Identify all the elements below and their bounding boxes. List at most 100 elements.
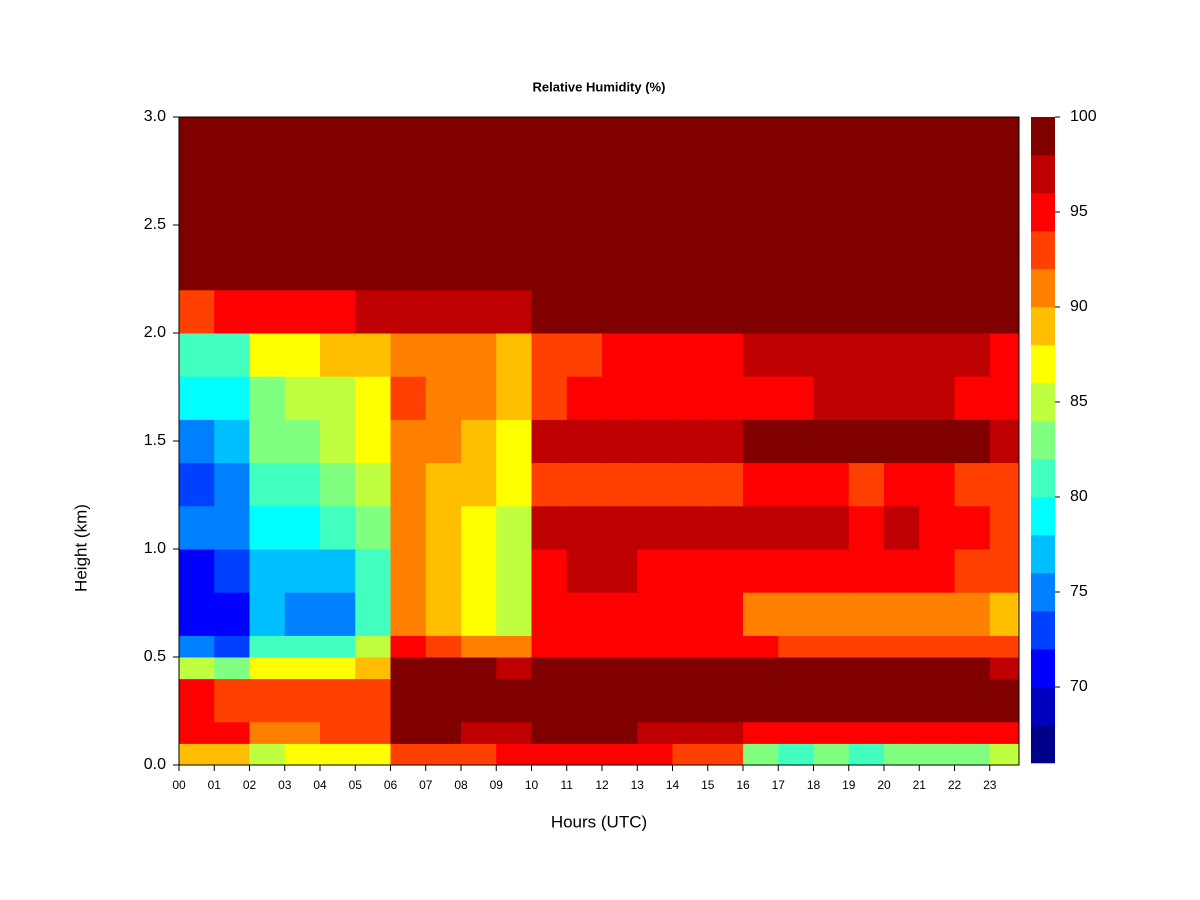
heat-cell (214, 289, 250, 334)
x-tick-label: 14 (666, 778, 680, 792)
heat-cell (496, 376, 532, 420)
heat-cell (355, 117, 391, 226)
y-tick-label: 1.0 (144, 540, 166, 557)
heat-cell (637, 225, 673, 291)
heat-cell (637, 635, 673, 658)
heat-cell (319, 743, 356, 766)
heat-cell (425, 635, 462, 658)
heat-cell (672, 462, 709, 507)
y-tick-label: 2.0 (144, 324, 166, 341)
heat-cell (496, 462, 532, 507)
heat-cell (637, 333, 673, 377)
heat-cell (883, 419, 920, 464)
heat-cell (214, 635, 250, 658)
heat-cell (919, 419, 955, 464)
heat-cell (425, 117, 462, 226)
heat-cell (637, 592, 673, 636)
heat-cell (214, 657, 250, 680)
x-tick-label: 00 (172, 778, 186, 792)
heat-cell (989, 505, 1020, 550)
heat-cell (355, 289, 391, 334)
heat-cell (425, 743, 462, 766)
colorbar-tick-label: 90 (1070, 298, 1088, 315)
heat-cell (883, 289, 920, 334)
heat-cell (707, 225, 744, 291)
heat-cell (319, 462, 356, 507)
heat-cell (531, 376, 568, 420)
heat-cell (179, 657, 215, 680)
heat-cell (707, 117, 744, 226)
heat-cell (637, 505, 673, 550)
heat-cell (848, 592, 885, 636)
heat-cell (425, 462, 462, 507)
colorbar-box (1031, 649, 1055, 688)
heat-cell (355, 657, 391, 680)
colorbar-box (1031, 307, 1055, 346)
heat-cell (284, 635, 321, 658)
heat-cell (919, 721, 955, 744)
heat-cell (390, 462, 427, 507)
heat-cell (214, 376, 250, 420)
heat-cell (919, 333, 955, 377)
heat-cell (531, 333, 568, 377)
heat-cell (214, 743, 250, 766)
heat-cell (742, 678, 779, 723)
x-tick-label: 23 (983, 778, 997, 792)
heat-cell (179, 721, 215, 744)
heat-cell (989, 376, 1020, 420)
heat-cell (637, 657, 673, 680)
heat-cell (707, 678, 744, 723)
heat-cell (813, 117, 850, 226)
heat-cell (566, 549, 603, 593)
heat-cell (284, 333, 321, 377)
heat-cell (601, 592, 638, 636)
heat-cell (566, 721, 603, 744)
heat-cell (460, 419, 497, 464)
heat-cell (601, 117, 638, 226)
heat-cell (778, 333, 814, 377)
heat-cell (707, 743, 744, 766)
heat-cell (284, 721, 321, 744)
heat-cell (742, 333, 779, 377)
heat-cell (813, 462, 850, 507)
heat-cell (989, 419, 1020, 464)
heat-cell (919, 225, 955, 291)
x-tick-label: 03 (278, 778, 292, 792)
heat-cell (778, 592, 814, 636)
heat-cell (319, 678, 356, 723)
colorbar-box (1031, 687, 1055, 726)
heat-cell (425, 657, 462, 680)
heat-cell (813, 721, 850, 744)
heat-cell (284, 419, 321, 464)
heat-cell (566, 743, 603, 766)
heat-cell (249, 743, 286, 766)
heat-cell (531, 635, 568, 658)
heat-cell (919, 592, 955, 636)
heat-cell (813, 333, 850, 377)
heat-cell (672, 635, 709, 658)
heat-cell (742, 743, 779, 766)
heat-cell (601, 657, 638, 680)
y-tick-label: 1.5 (144, 432, 166, 449)
heat-cell (919, 635, 955, 658)
y-axis-label: Height (km) (71, 504, 90, 592)
heat-cell (284, 376, 321, 420)
heat-cell (284, 657, 321, 680)
heat-cell (214, 678, 250, 723)
colorbar-tick-label: 100 (1070, 108, 1097, 125)
heat-cell (883, 505, 920, 550)
heat-cell (848, 376, 885, 420)
heat-cell (919, 678, 955, 723)
heat-cell (778, 549, 814, 593)
colorbar-tick-label: 85 (1070, 393, 1088, 410)
heat-cell (848, 721, 885, 744)
heat-cell (249, 419, 286, 464)
heat-cell (390, 333, 427, 377)
heat-cell (179, 333, 215, 377)
heat-cell (707, 657, 744, 680)
colorbar-box (1031, 193, 1055, 232)
heat-cell (496, 592, 532, 636)
heat-cell (214, 419, 250, 464)
heat-cell (742, 462, 779, 507)
